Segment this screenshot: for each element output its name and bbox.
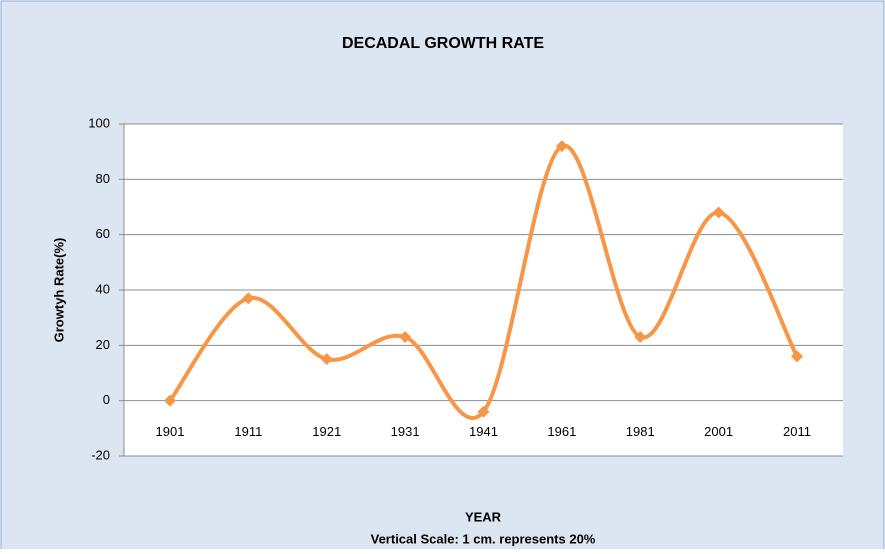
- x-tick-label: 1931: [391, 424, 420, 439]
- data-point: [634, 331, 647, 344]
- x-tick-label: 1961: [547, 424, 576, 439]
- y-tick-label: -20: [91, 447, 110, 462]
- y-tick-label: 0: [103, 392, 110, 407]
- data-point: [477, 405, 490, 418]
- data-point: [399, 331, 412, 344]
- y-tick-label: 20: [96, 337, 110, 352]
- data-point: [320, 353, 333, 366]
- y-tick-label: 40: [96, 281, 110, 296]
- data-point: [555, 140, 568, 153]
- chart-title: DECADAL GROWTH RATE: [342, 35, 544, 52]
- y-tick-label: 100: [88, 115, 110, 130]
- x-tick-label: 2011: [783, 424, 811, 439]
- data-point: [164, 394, 176, 407]
- x-tick-label: 2001: [704, 424, 733, 439]
- y-axis-title: Growtyh Rate(%): [51, 238, 66, 343]
- data-point: [712, 206, 725, 219]
- x-tick-label: 1941: [469, 424, 498, 439]
- x-tick-label: 1911: [234, 424, 262, 439]
- x-tick-label: 1901: [156, 424, 185, 439]
- data-point: [791, 350, 803, 363]
- scale-note: Vertical Scale: 1 cm. represents 20%: [371, 531, 596, 546]
- x-axis-title: YEAR: [465, 509, 502, 524]
- x-tick-label: 1921: [312, 424, 341, 439]
- x-tick-label: 1981: [626, 424, 655, 439]
- series-line: [168, 144, 799, 421]
- y-tick-label: 80: [96, 171, 110, 186]
- data-point: [242, 292, 255, 305]
- y-tick-label: 60: [96, 226, 110, 241]
